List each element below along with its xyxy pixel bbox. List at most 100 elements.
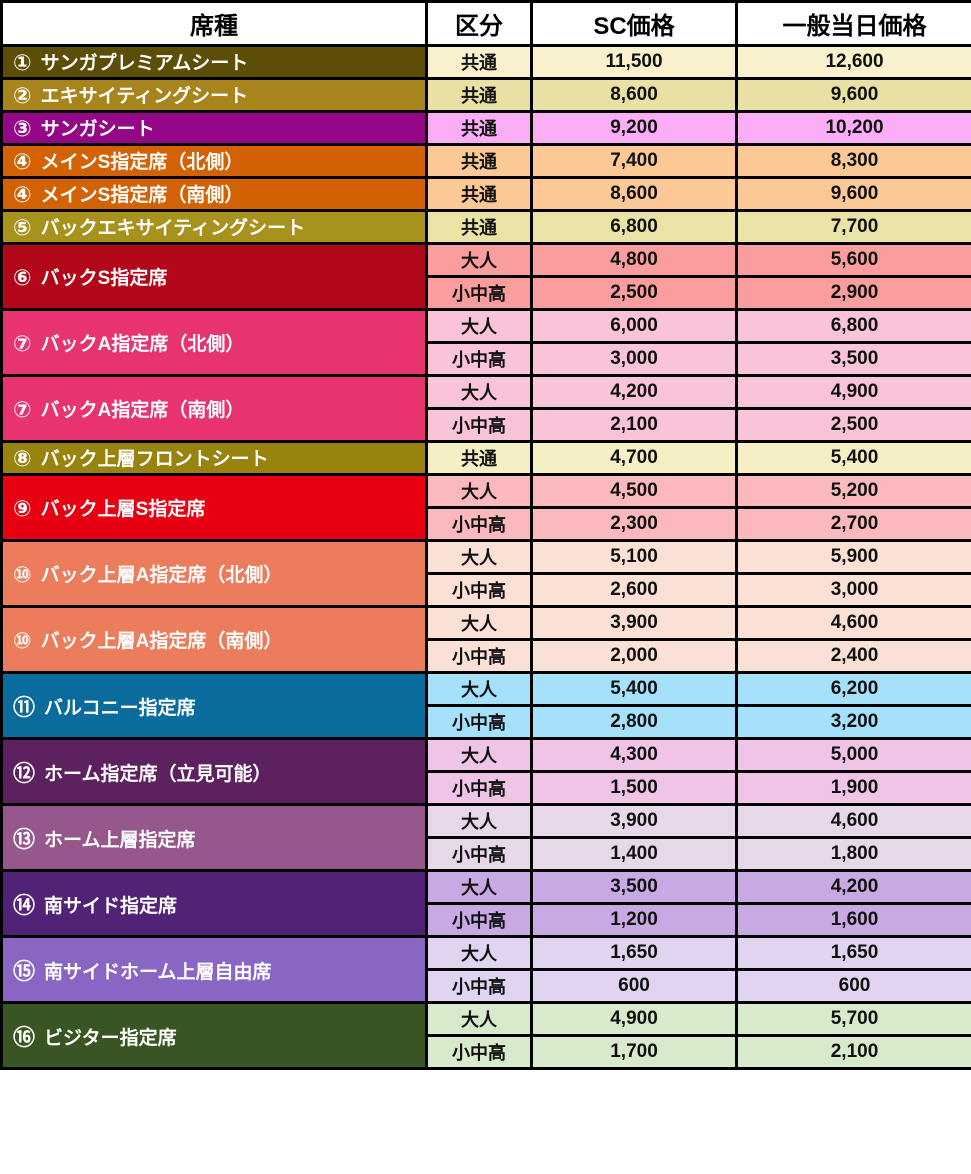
seat-name-label: ホーム上層指定席 bbox=[44, 829, 196, 851]
category-cell: 小中高 bbox=[425, 704, 533, 740]
general-price-cell: 5,400 bbox=[735, 440, 971, 476]
seat-row: ⑨ バック上層S指定席 大人 4,500 5,200 bbox=[0, 473, 971, 542]
seat-name-cell: ① サンガプレミアムシート bbox=[0, 44, 428, 80]
seat-name-label: バック上層A指定席（南側） bbox=[40, 630, 283, 652]
seat-name-label: ビジター指定席 bbox=[44, 1027, 177, 1049]
seat-row: 小中高 1,500 1,900 bbox=[2, 770, 971, 806]
category-cell: 共通 bbox=[425, 110, 533, 146]
sc-price-cell: 2,600 bbox=[530, 572, 738, 608]
price-table: 席種 区分 SC価格 一般当日価格 ① サンガプレミアムシート 共通 11,500 12… bbox=[0, 0, 971, 1070]
header-general-day-price: 一般当日価格 bbox=[735, 0, 971, 47]
general-price-cell: 1,800 bbox=[735, 836, 971, 872]
general-price-cell: 3,000 bbox=[735, 572, 971, 608]
seat-row: ⑦ バックA指定席（南側） 大人 4,200 4,900 bbox=[0, 374, 971, 443]
sc-price-cell: 3,000 bbox=[530, 341, 738, 377]
sc-price-cell: 5,400 bbox=[530, 671, 738, 707]
seat-row: 小中高 3,000 3,500 bbox=[2, 341, 971, 377]
seat-number-badge: ⑤ bbox=[13, 215, 32, 240]
sc-price-cell: 4,500 bbox=[530, 473, 738, 509]
sc-price-cell: 3,500 bbox=[530, 869, 738, 905]
seat-name-label: バルコニー指定席 bbox=[44, 697, 196, 719]
seat-row: 小中高 2,300 2,700 bbox=[2, 506, 971, 542]
general-price-cell: 5,600 bbox=[735, 242, 971, 278]
category-cell: 大人 bbox=[425, 473, 533, 509]
sc-price-cell: 3,900 bbox=[530, 803, 738, 839]
category-cell: 共通 bbox=[425, 44, 533, 80]
seat-row: ⑭ 南サイド指定席 大人 3,500 4,200 bbox=[0, 869, 971, 938]
seat-name-cell: ⑦ バックA指定席（南側） bbox=[0, 374, 428, 443]
general-price-cell: 5,000 bbox=[735, 737, 971, 773]
category-cell: 共通 bbox=[425, 77, 533, 113]
seat-row: ⑩ バック上層A指定席（南側） 大人 3,900 4,600 bbox=[0, 605, 971, 674]
general-price-cell: 8,300 bbox=[735, 143, 971, 179]
seat-name-cell: ⑭ 南サイド指定席 bbox=[0, 869, 428, 938]
seat-name-cell: ⑦ バックA指定席（北側） bbox=[0, 308, 428, 377]
sc-price-cell: 9,200 bbox=[530, 110, 738, 146]
category-cell: 小中高 bbox=[425, 341, 533, 377]
general-price-cell: 1,900 bbox=[735, 770, 971, 806]
seat-row: ⑤ バックエキサイティングシート 共通 6,800 7,700 bbox=[0, 209, 971, 245]
sc-price-cell: 5,100 bbox=[530, 539, 738, 575]
seat-number-badge: ⑯ bbox=[13, 1024, 36, 1050]
category-cell: 大人 bbox=[425, 1001, 533, 1037]
category-cell: 小中高 bbox=[425, 770, 533, 806]
seat-number-badge: ⑦ bbox=[13, 330, 32, 356]
seat-name-label: バック上層フロントシート bbox=[40, 449, 269, 470]
general-price-cell: 2,700 bbox=[735, 506, 971, 542]
seat-row: ⑧ バック上層フロントシート 共通 4,700 5,400 bbox=[0, 440, 971, 476]
seat-name-label: バック上層A指定席（北側） bbox=[40, 564, 283, 586]
price-table-body: ① サンガプレミアムシート 共通 11,500 12,600 ② エキサイティングシート 共通… bbox=[0, 44, 971, 1070]
general-price-cell: 2,500 bbox=[735, 407, 971, 443]
seat-row: ⑦ バックA指定席（北側） 大人 6,000 6,800 bbox=[0, 308, 971, 377]
seat-name-cell: ⑩ バック上層A指定席（南側） bbox=[0, 605, 428, 674]
sc-price-cell: 2,300 bbox=[530, 506, 738, 542]
seat-name-label: バックA指定席（北側） bbox=[40, 333, 245, 355]
general-price-cell: 5,200 bbox=[735, 473, 971, 509]
sc-price-cell: 2,500 bbox=[530, 275, 738, 311]
seat-row: ⑮ 南サイドホーム上層自由席 大人 1,650 1,650 bbox=[0, 935, 971, 1004]
header-category: 区分 bbox=[425, 0, 533, 47]
seat-number-badge: ⑫ bbox=[13, 760, 36, 786]
sc-price-cell: 4,200 bbox=[530, 374, 738, 410]
seat-number-badge: ② bbox=[13, 83, 32, 108]
seat-name-cell: ⑤ バックエキサイティングシート bbox=[0, 209, 428, 245]
sc-price-cell: 1,650 bbox=[530, 935, 738, 971]
seat-name-label: バックS指定席 bbox=[40, 267, 168, 289]
category-cell: 小中高 bbox=[425, 506, 533, 542]
general-price-cell: 6,200 bbox=[735, 671, 971, 707]
category-cell: 小中高 bbox=[425, 836, 533, 872]
seat-number-badge: ⑥ bbox=[13, 264, 32, 290]
sc-price-cell: 4,300 bbox=[530, 737, 738, 773]
general-price-cell: 5,700 bbox=[735, 1001, 971, 1037]
category-cell: 共通 bbox=[425, 440, 533, 476]
seat-name-cell: ⑩ バック上層A指定席（北側） bbox=[0, 539, 428, 608]
seat-name-cell: ⑬ ホーム上層指定席 bbox=[0, 803, 428, 872]
general-price-cell: 10,200 bbox=[735, 110, 971, 146]
header-sc-price: SC価格 bbox=[530, 0, 738, 47]
sc-price-cell: 4,900 bbox=[530, 1001, 738, 1037]
seat-row: 小中高 2,500 2,900 bbox=[2, 275, 971, 311]
category-cell: 大人 bbox=[425, 539, 533, 575]
seat-row: ③ サンガシート 共通 9,200 10,200 bbox=[0, 110, 971, 146]
general-price-cell: 600 bbox=[735, 968, 971, 1004]
seat-name-cell: ③ サンガシート bbox=[0, 110, 428, 146]
seat-name-cell: ⑮ 南サイドホーム上層自由席 bbox=[0, 935, 428, 1004]
general-price-cell: 9,600 bbox=[735, 77, 971, 113]
general-price-cell: 6,800 bbox=[735, 308, 971, 344]
seat-number-badge: ④ bbox=[13, 149, 32, 174]
seat-row: 小中高 2,000 2,400 bbox=[2, 638, 971, 674]
category-cell: 小中高 bbox=[425, 902, 533, 938]
category-cell: 大人 bbox=[425, 803, 533, 839]
sc-price-cell: 1,200 bbox=[530, 902, 738, 938]
category-cell: 大人 bbox=[425, 605, 533, 641]
general-price-cell: 12,600 bbox=[735, 44, 971, 80]
seat-row: 小中高 1,400 1,800 bbox=[2, 836, 971, 872]
seat-number-badge: ① bbox=[13, 50, 32, 75]
category-cell: 小中高 bbox=[425, 572, 533, 608]
seat-name-label: バックエキサイティングシート bbox=[40, 218, 306, 239]
sc-price-cell: 11,500 bbox=[530, 44, 738, 80]
general-price-cell: 5,900 bbox=[735, 539, 971, 575]
seat-row: ⑪ バルコニー指定席 大人 5,400 6,200 bbox=[0, 671, 971, 740]
general-price-cell: 2,900 bbox=[735, 275, 971, 311]
